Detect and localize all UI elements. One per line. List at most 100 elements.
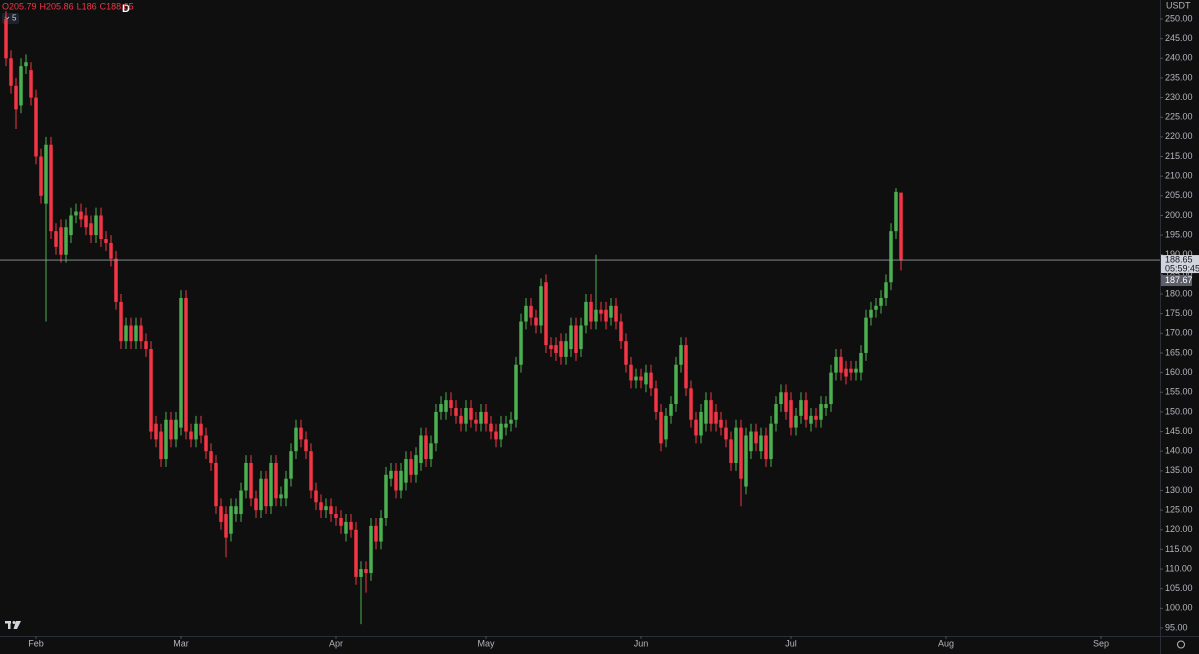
button-label[interactable]: 5 (12, 14, 17, 23)
candle-body (369, 525, 373, 573)
candle-body (244, 462, 248, 491)
candle-body (179, 297, 183, 428)
candle-body (464, 407, 468, 424)
candle-body (209, 451, 213, 463)
logo-part (13, 621, 21, 629)
last-price-label: 188.65 (1165, 254, 1193, 264)
candle-body (789, 400, 793, 428)
candle-body (589, 301, 593, 322)
candle-body (174, 419, 178, 440)
candle-body (509, 419, 513, 424)
x-tick-label: Aug (938, 638, 954, 648)
y-tick-label: 175.00 (1165, 308, 1193, 318)
x-tick-label: Jul (785, 638, 797, 648)
candle-body (359, 569, 363, 577)
candle-body (119, 301, 123, 342)
candle-body (829, 372, 833, 405)
candle-body (139, 325, 143, 342)
y-tick-label: 195.00 (1165, 229, 1193, 239)
candle-body (594, 309, 598, 322)
candle-body (564, 341, 568, 357)
candle-body (879, 297, 883, 306)
candle-body (224, 514, 228, 538)
candle-body (124, 325, 128, 342)
candle-body (619, 321, 623, 342)
candle-body (114, 258, 118, 302)
y-tick-label: 215.00 (1165, 151, 1193, 161)
candle-body (424, 435, 428, 460)
candle-body (99, 215, 103, 240)
x-tick-label: May (477, 638, 495, 648)
last-price-box (1161, 255, 1199, 274)
candle-body (249, 462, 253, 499)
candle-body (899, 192, 903, 261)
candle-body (24, 62, 28, 67)
candle-body (404, 459, 408, 483)
candle-body (339, 517, 343, 526)
candle-body (559, 341, 563, 357)
candle-body (454, 407, 458, 416)
y-tick-label: 160.00 (1165, 367, 1193, 377)
x-tick-label: Mar (173, 638, 189, 648)
candle-body (504, 423, 508, 428)
candle-body (849, 368, 853, 373)
candle-body (189, 431, 193, 440)
candle-body (684, 345, 688, 389)
x-tick-label: Sep (1093, 638, 1109, 648)
settings-icon[interactable] (1177, 640, 1185, 649)
y-tick-label: 180.00 (1165, 288, 1193, 298)
candle-body (64, 227, 68, 255)
candle-body (814, 415, 818, 420)
candle-body (869, 309, 873, 318)
candle-body (539, 286, 543, 326)
candle-body (764, 435, 768, 460)
candle-body (129, 325, 133, 342)
y-tick-label: 120.00 (1165, 524, 1193, 534)
candle-body (609, 305, 613, 318)
candle-body (389, 470, 393, 479)
candle-body (9, 58, 13, 86)
candle-body (659, 411, 663, 444)
candle-body (199, 423, 203, 436)
candle-body (419, 435, 423, 463)
y-tick-label: 165.00 (1165, 347, 1193, 357)
candle-body (149, 349, 153, 432)
candle-body (74, 211, 78, 216)
y-tick-label: 135.00 (1165, 465, 1193, 475)
y-tick-label: 155.00 (1165, 387, 1193, 397)
candle-body (754, 431, 758, 444)
candle-body (894, 191, 898, 232)
y-tick-label: 220.00 (1165, 131, 1193, 141)
y-tick-label: 115.00 (1165, 544, 1192, 554)
settings-button[interactable] (1177, 640, 1185, 649)
y-tick-label: 235.00 (1165, 72, 1193, 82)
candles (4, 11, 903, 625)
y-tick-label: 240.00 (1165, 53, 1193, 63)
candle-body (329, 506, 333, 515)
candle-body (304, 439, 308, 452)
y-tick-label: 230.00 (1165, 92, 1193, 102)
candle-body (709, 400, 713, 424)
legend-value: 205.79 (9, 1, 37, 11)
candle-body (669, 404, 673, 416)
candle-body (779, 392, 783, 405)
candle-body (234, 506, 238, 515)
tv-logo (5, 621, 21, 629)
candle-body (864, 317, 868, 353)
candle-body (154, 423, 158, 440)
candle-body (444, 400, 448, 412)
candle-body (229, 506, 233, 534)
candle-body (469, 407, 473, 420)
candle-body (689, 388, 693, 420)
x-tick-label: Jun (634, 638, 649, 648)
candle-body (844, 368, 848, 377)
logo-part (12, 621, 16, 624)
y-tick-label: 250.00 (1165, 13, 1193, 23)
candle-body (19, 66, 23, 106)
candle-body (719, 419, 723, 428)
candle-body (429, 443, 433, 460)
candle-body (164, 419, 168, 460)
candle-body (634, 376, 638, 381)
